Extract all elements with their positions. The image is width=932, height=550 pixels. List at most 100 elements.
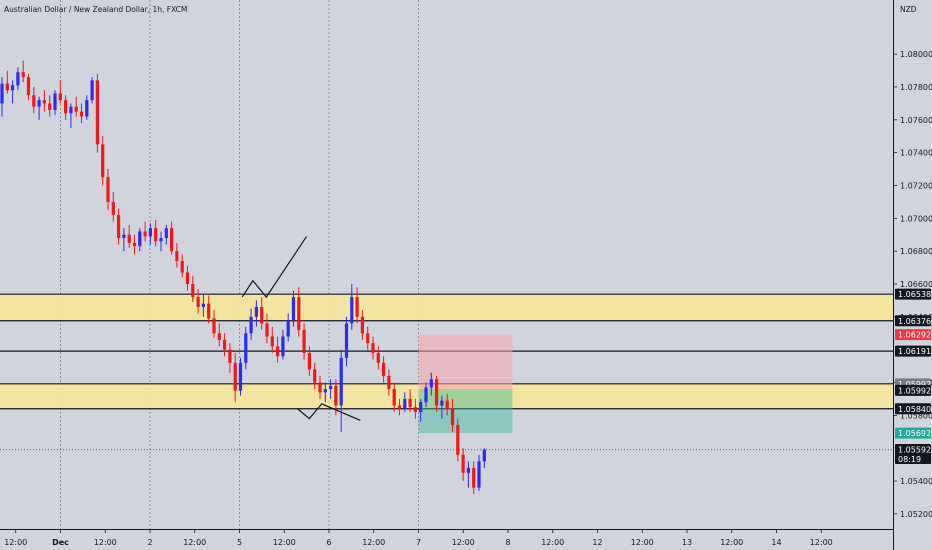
time-tick-label-10: 12:00 xyxy=(452,538,475,547)
candle-body-11 xyxy=(58,93,62,101)
candle-83 xyxy=(440,395,444,419)
trend-drawing-0[interactable] xyxy=(241,236,308,299)
candle-59 xyxy=(313,362,317,390)
candle-18 xyxy=(95,73,99,153)
candle-body-83 xyxy=(440,400,444,406)
price-tag-6[interactable]: 1.05840 xyxy=(895,403,931,415)
time-tick-label-12: 12:00 xyxy=(541,538,564,547)
candle-body-75 xyxy=(397,405,402,409)
candle-body-7 xyxy=(37,100,41,107)
candle-body-39 xyxy=(207,303,211,319)
time-tick-label-15: 13 xyxy=(682,538,692,547)
candle-70 xyxy=(371,336,375,360)
candle-body-27 xyxy=(143,231,147,237)
candle-body-68 xyxy=(360,316,364,334)
price-tick-label-12: 1.05200 xyxy=(900,510,932,519)
candle-body-70 xyxy=(371,343,375,353)
candle-36 xyxy=(191,275,195,303)
price-tag-bg-0 xyxy=(895,288,931,300)
candle-27 xyxy=(143,221,147,242)
candle-72 xyxy=(382,356,386,383)
candle-body-10 xyxy=(53,93,57,110)
candle-body-72 xyxy=(382,362,386,376)
candle-body-56 xyxy=(297,297,301,330)
candle-1 xyxy=(5,70,9,94)
candle-73 xyxy=(387,369,391,396)
price-tick-label-0: 1.08000 xyxy=(900,50,932,59)
candle-body-25 xyxy=(132,242,137,247)
price-tag-label-1: 1.06376 xyxy=(898,317,931,326)
candle-7 xyxy=(37,96,41,120)
candle-body-71 xyxy=(376,352,380,363)
price-tag-5[interactable]: 1.05992 xyxy=(895,384,931,396)
candle-79 xyxy=(419,398,423,422)
candle-body-16 xyxy=(85,100,89,117)
time-tick-label-0: 12:00 xyxy=(4,538,27,547)
price-tag-label-0: 1.06538 xyxy=(898,290,931,299)
candle-body-87 xyxy=(461,454,465,473)
candle-body-8 xyxy=(42,100,46,104)
supply-demand-zone-0[interactable] xyxy=(0,294,893,321)
candle-57 xyxy=(302,323,306,360)
candle-62 xyxy=(329,379,333,399)
candle-37 xyxy=(196,288,200,314)
candle-9 xyxy=(48,95,52,117)
price-tag-1[interactable]: 1.06376 xyxy=(895,315,931,327)
candle-15 xyxy=(79,103,84,124)
price-tick-label-1: 1.07800 xyxy=(900,83,932,92)
candle-0 xyxy=(0,77,4,117)
candle-20 xyxy=(106,169,110,211)
time-tick-label-5: 5 xyxy=(237,538,242,547)
price-tag-0[interactable]: 1.06538 xyxy=(895,288,931,300)
price-tick-label-2: 1.07600 xyxy=(900,116,932,125)
candle-12 xyxy=(64,95,68,120)
candle-body-47 xyxy=(249,316,253,334)
candle-body-38 xyxy=(201,303,205,307)
candle-body-84 xyxy=(445,400,449,409)
price-tick-label-11: 1.05400 xyxy=(900,477,932,486)
candle-body-59 xyxy=(313,369,317,383)
candle-body-9 xyxy=(48,103,52,110)
candle-body-40 xyxy=(212,318,216,334)
price-tick-label-7: 1.06600 xyxy=(900,280,932,289)
price-tag-7[interactable]: 1.05692 xyxy=(895,427,931,439)
time-tick-label-3: 2 xyxy=(147,538,152,547)
time-tick-label-14: 12:00 xyxy=(631,538,654,547)
candle-body-53 xyxy=(281,336,285,357)
price-tag-3[interactable]: 1.06191 xyxy=(895,345,931,357)
candle-68 xyxy=(360,310,364,340)
candle-80 xyxy=(424,382,428,408)
time-tick-label-8: 12:00 xyxy=(362,538,385,547)
candle-body-50 xyxy=(265,323,269,337)
candle-78 xyxy=(413,398,417,419)
candle-body-60 xyxy=(318,382,322,393)
candle-29 xyxy=(154,219,158,247)
candle-46 xyxy=(244,326,248,370)
time-tick-label-17: 14 xyxy=(771,538,781,547)
candle-body-4 xyxy=(21,72,25,78)
candle-body-81 xyxy=(429,379,433,388)
take-profit-area[interactable] xyxy=(418,389,513,434)
candle-body-35 xyxy=(185,272,190,284)
stop-loss-area[interactable] xyxy=(418,334,513,390)
candle-8 xyxy=(42,90,46,112)
candle-19 xyxy=(101,136,105,186)
trend-drawing-1[interactable] xyxy=(297,403,361,421)
candle-body-91 xyxy=(482,449,486,462)
candle-body-88 xyxy=(466,467,470,473)
candle-body-20 xyxy=(106,177,110,202)
candle-body-31 xyxy=(164,228,168,239)
candle-76 xyxy=(403,392,407,413)
price-tag-label-3: 1.06191 xyxy=(898,347,931,356)
candle-body-65 xyxy=(344,323,349,358)
price-tag-bg-1 xyxy=(895,315,931,327)
price-tag-2[interactable]: 1.06292 xyxy=(895,329,931,341)
candle-body-18 xyxy=(95,80,99,145)
candle-44 xyxy=(233,352,237,403)
candle-body-80 xyxy=(424,387,428,403)
candle-body-48 xyxy=(254,306,258,317)
candle-body-13 xyxy=(69,106,73,114)
candle-body-15 xyxy=(79,111,84,117)
